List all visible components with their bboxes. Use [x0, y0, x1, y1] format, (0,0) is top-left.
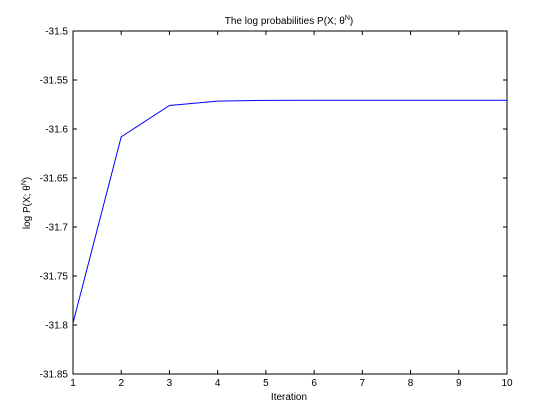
x-axis-label: Iteration: [271, 392, 307, 403]
x-tick-label: 8: [408, 378, 414, 389]
chart-title: The log probabilities P(X; θN): [225, 15, 353, 27]
y-tick-label: -31.55: [40, 76, 69, 87]
x-tick-label: 2: [118, 378, 124, 389]
x-tick-label: 10: [501, 378, 513, 389]
x-tick-label: 1: [70, 378, 76, 389]
y-tick-label: -31.7: [45, 223, 68, 234]
x-tick-label: 3: [167, 378, 173, 389]
y-tick-label: -31.8: [45, 321, 68, 332]
plot-area: 1 2 3 4 5 6 7 8 9 10 -31.5 -31.55 -31.6 -31.65 -31.7 -3…: [40, 27, 513, 390]
y-axis-label: log P(X; θN): [21, 177, 33, 229]
series-line: [72, 99, 507, 324]
y-tick-label: -31.5: [45, 27, 68, 38]
y-tick-label: -31.65: [40, 174, 69, 185]
x-tick-label: 5: [263, 378, 269, 389]
y-tick-label: -31.85: [40, 370, 69, 381]
axes-box: [72, 30, 508, 375]
x-tick-label: 4: [215, 378, 221, 389]
y-tick-label: -31.75: [40, 272, 69, 283]
x-tick-label: 6: [311, 378, 317, 389]
y-tick-label: -31.6: [45, 125, 68, 136]
x-tick-label: 7: [360, 378, 366, 389]
x-tick-label: 9: [456, 378, 462, 389]
